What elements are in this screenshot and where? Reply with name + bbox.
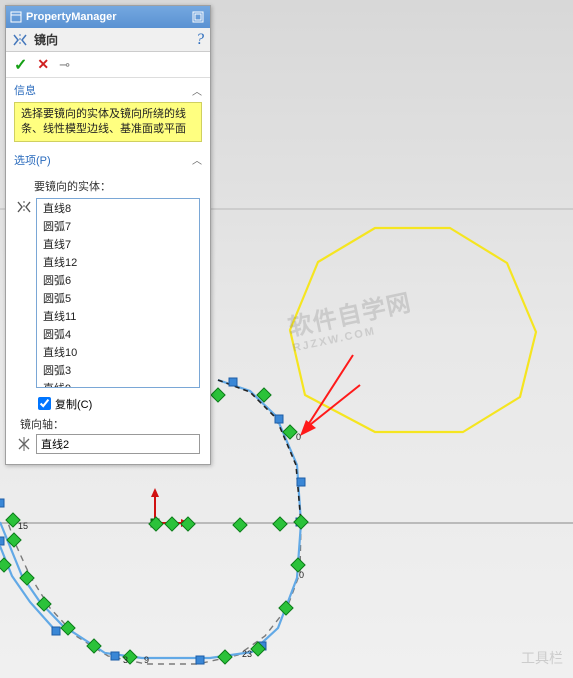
svg-text:3: 3 [123, 655, 128, 665]
list-item[interactable]: 圆弧4 [37, 325, 199, 343]
list-item[interactable]: 直线9 [37, 379, 199, 388]
svg-text:0: 0 [299, 570, 304, 580]
titlebar-title: PropertyManager [26, 11, 116, 23]
axis-input[interactable] [36, 434, 200, 454]
info-section-label: 信息 [14, 82, 36, 98]
list-item[interactable]: 直线8 [37, 199, 199, 217]
entities-selector-icon[interactable] [16, 200, 32, 214]
pin-button[interactable]: ⊸ [59, 57, 70, 73]
mirror-feature-icon [12, 33, 28, 47]
list-item[interactable]: 直线12 [37, 253, 199, 271]
options-section-header[interactable]: 选项(P) ︿ [6, 148, 210, 172]
chevron-up-icon: ︿ [192, 152, 202, 167]
info-message: 选择要镜向的实体及镜向所绕的线条、线性模型边线、基准面或平面 [14, 102, 202, 142]
options-section-label: 选项(P) [14, 152, 51, 168]
list-item[interactable]: 圆弧3 [37, 361, 199, 379]
property-manager-panel: PropertyManager 镜向 ? ✓ ✕ ⊸ 信息 ︿ 选择要镜向的实体… [5, 5, 211, 465]
options-body: 要镜向的实体： 直线8圆弧7直线7直线12圆弧6圆弧5直线11圆弧4直线10圆弧… [6, 172, 210, 464]
list-item[interactable]: 直线10 [37, 343, 199, 361]
entities-listbox[interactable]: 直线8圆弧7直线7直线12圆弧6圆弧5直线11圆弧4直线10圆弧3直线9圆弧2 [36, 198, 200, 388]
panel-icon [10, 11, 22, 23]
feature-header: 镜向 ? [6, 28, 210, 52]
list-item[interactable]: 直线11 [37, 307, 199, 325]
copy-checkbox-row[interactable]: 复制(C) [38, 396, 200, 412]
ok-button[interactable]: ✓ [14, 55, 27, 75]
axis-selector-icon[interactable] [16, 436, 32, 452]
svg-text:0: 0 [296, 432, 301, 442]
list-item[interactable]: 圆弧5 [37, 289, 199, 307]
svg-text:9: 9 [144, 655, 149, 665]
svg-text:15: 15 [18, 521, 28, 531]
info-section-header[interactable]: 信息 ︿ [6, 78, 210, 102]
action-bar: ✓ ✕ ⊸ [6, 52, 210, 78]
axis-label: 镜向轴： [20, 416, 200, 432]
copy-checkbox[interactable] [38, 397, 51, 410]
list-item[interactable]: 直线7 [37, 235, 199, 253]
cancel-button[interactable]: ✕ [37, 56, 49, 73]
chevron-up-icon: ︿ [192, 83, 202, 98]
help-icon[interactable]: ? [196, 31, 204, 49]
titlebar: PropertyManager [6, 6, 210, 28]
svg-text:23: 23 [242, 649, 252, 659]
copy-label: 复制(C) [55, 396, 92, 412]
list-item[interactable]: 圆弧6 [37, 271, 199, 289]
feature-name: 镜向 [34, 31, 58, 48]
entities-label: 要镜向的实体： [34, 178, 200, 194]
panel-expand-icon[interactable] [190, 9, 206, 25]
list-item[interactable]: 圆弧7 [37, 217, 199, 235]
